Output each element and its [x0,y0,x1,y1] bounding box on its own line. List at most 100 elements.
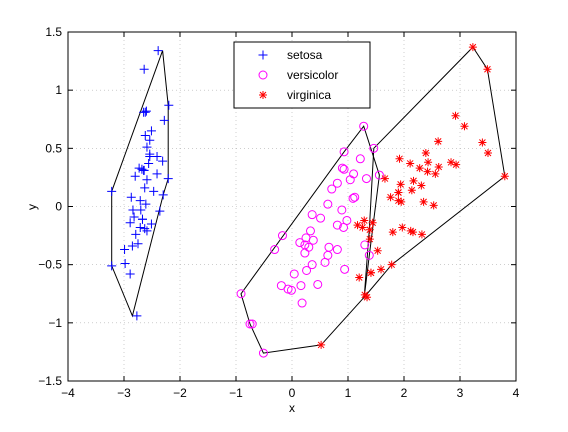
data-point-setosa [146,219,156,229]
data-point-versicolor [360,240,370,250]
data-point-virginica [408,228,417,237]
legend: setosa versicolor virginica [233,41,371,109]
data-point-setosa [152,169,162,179]
data-point-virginica [358,223,367,232]
legend-marker-setosa [258,50,268,60]
data-point-setosa [120,259,130,269]
data-point-versicolor [258,348,268,358]
legend-label: virginica [287,88,331,102]
convex-hull-virginica [363,46,506,299]
data-point-versicolor [350,192,360,202]
axis-ticks [67,31,517,382]
y-tick-label: −0.5 [38,258,62,272]
data-point-versicolor [327,184,337,194]
data-point-versicolor [323,199,333,209]
x-tick-label: 1 [345,386,352,400]
data-point-virginica [353,221,362,230]
data-point-virginica [452,160,461,169]
data-point-virginica [419,197,428,206]
data-point-versicolor [276,281,286,291]
data-point-virginica [373,246,382,255]
data-point-virginica [451,111,460,120]
data-point-versicolor [361,174,371,184]
data-point-versicolor [332,178,342,188]
data-point-versicolor [355,154,365,164]
data-point-versicolor [270,245,280,255]
y-tick-label: 0.5 [45,141,62,155]
data-point-setosa [137,214,147,224]
data-point-setosa [153,46,163,56]
data-point-virginica [406,226,415,235]
data-point-setosa [159,115,169,125]
data-point-versicolor [320,257,330,267]
x-tick-label: −1 [229,386,243,400]
data-point-versicolor [307,260,317,270]
data-point-setosa [125,218,135,228]
data-point-setosa [164,100,174,110]
x-tick-label: −2 [173,386,187,400]
data-point-virginica [360,216,369,225]
data-point-setosa [136,205,146,215]
data-point-versicolor [339,222,349,232]
data-point-versicolor [295,238,305,248]
data-point-setosa [107,186,117,196]
data-point-virginica [434,162,443,171]
data-point-versicolor [247,319,257,329]
data-point-versicolor [337,163,347,173]
data-point-versicolor [369,143,379,153]
data-point-setosa [126,192,136,202]
data-point-setosa [141,199,151,209]
data-point-setosa [144,158,154,168]
data-point-setosa [127,241,137,251]
data-point-versicolor [245,319,255,329]
data-point-versicolor [339,147,349,157]
data-point-virginica [421,148,430,157]
data-point-setosa [145,135,155,145]
y-tick-label: −1 [48,316,62,330]
data-point-setosa [131,229,141,239]
data-point-setosa [125,269,135,279]
data-point-virginica [394,196,403,205]
data-point-virginica [368,218,377,227]
data-point-virginica [460,122,469,131]
data-point-versicolor [313,279,323,289]
data-point-virginica [423,167,432,176]
data-point-virginica [365,235,374,244]
data-point-versicolor [332,220,342,230]
data-point-virginica [355,273,364,282]
data-point-setosa [155,206,165,216]
data-point-versicolor [337,205,347,215]
data-point-virginica [398,223,407,232]
y-tick-label: 1 [55,83,62,97]
data-point-setosa [132,311,142,321]
data-point-setosa [107,261,117,271]
data-point-setosa [158,190,168,200]
data-point-virginica [406,159,415,168]
x-axis-label: x [289,401,295,415]
data-point-versicolor [316,213,326,223]
x-tick-label: −4 [61,386,75,400]
legend-box [233,41,371,109]
y-tick-label: −1.5 [38,374,62,388]
data-point-versicolor [339,164,349,174]
data-point-setosa [139,165,149,175]
data-point-virginica [396,180,405,189]
data-point-versicolor [296,281,306,291]
legend-marker-virginica [259,91,267,99]
data-point-setosa [146,126,156,136]
data-point-setosa [163,174,173,184]
data-point-virginica [360,290,369,299]
y-tick-label: 0 [55,200,62,214]
x-tick-label: −3 [117,386,131,400]
data-point-virginica [377,265,386,274]
convex-hull-setosa [111,50,169,318]
convex-hull-versicolor [240,125,380,354]
data-point-setosa [149,186,159,196]
data-point-setosa [130,171,140,181]
data-point-virginica [417,181,426,190]
data-point-versicolor [359,121,369,131]
data-point-setosa [140,183,150,193]
data-point-setosa [142,226,152,236]
data-point-virginica [317,340,326,349]
